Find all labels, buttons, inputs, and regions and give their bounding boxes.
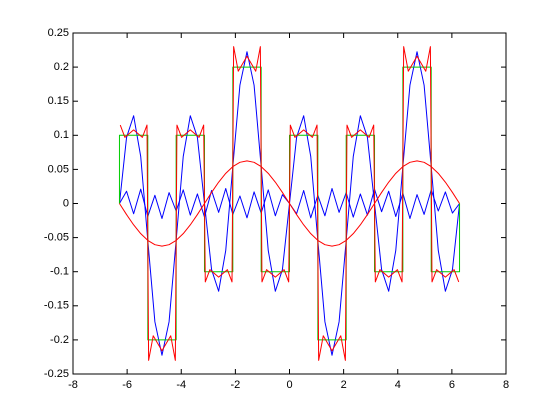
- y-tick-label: 0.1: [54, 129, 69, 141]
- x-tick-label: -4: [176, 379, 186, 391]
- x-tick-label: -8: [68, 379, 78, 391]
- y-tick-label: -0.15: [44, 300, 69, 312]
- x-tick-label: 4: [395, 379, 401, 391]
- y-tick-label: 0.15: [48, 95, 69, 107]
- y-tick-label: -0.1: [50, 266, 69, 278]
- lines: [118, 46, 461, 361]
- y-tick-label: 0: [63, 197, 69, 209]
- x-tick-label: 8: [503, 379, 509, 391]
- y-tick-label: -0.05: [44, 232, 69, 244]
- y-tick-label: -0.2: [50, 334, 69, 346]
- y-tick-label: -0.25: [44, 368, 69, 380]
- x-tick-label: 0: [286, 379, 292, 391]
- y-tick-label: 0.05: [48, 163, 69, 175]
- x-tick-label: -6: [122, 379, 132, 391]
- y-tick-label: 0.25: [48, 27, 69, 39]
- x-tick-label: -2: [230, 379, 240, 391]
- y-tick-label: 0.2: [54, 61, 69, 73]
- x-tick-label: 2: [341, 379, 347, 391]
- x-tick-label: 6: [449, 379, 455, 391]
- series-line: [119, 160, 460, 247]
